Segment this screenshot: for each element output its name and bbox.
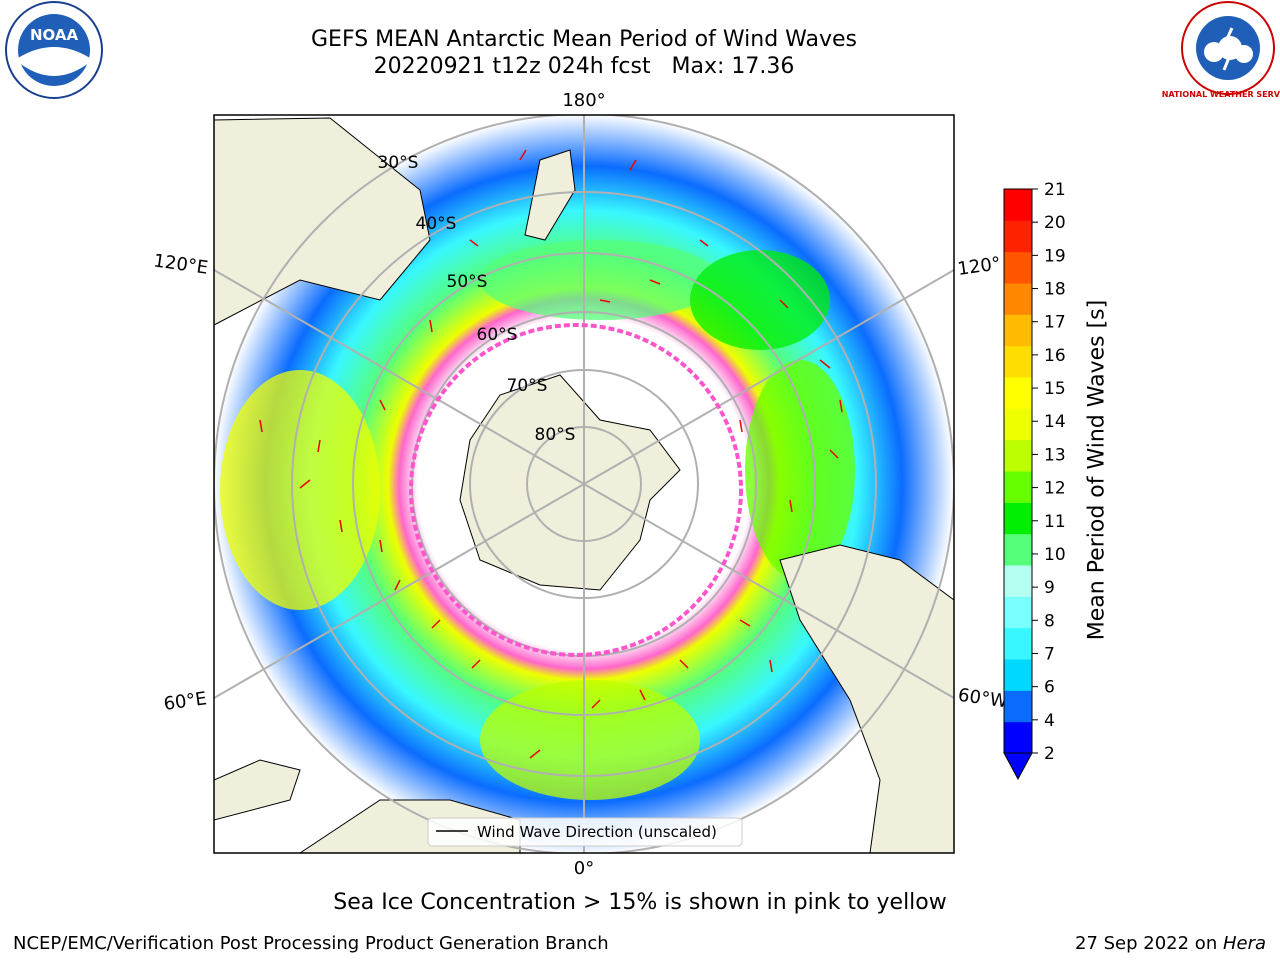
- colorbar-segment: [1004, 377, 1032, 409]
- colorbar-segment: [1004, 627, 1032, 660]
- colorbar-tick-label: 20: [1044, 213, 1066, 233]
- colorbar-tick-label: 2: [1044, 744, 1055, 764]
- colorbar-segment: [1004, 721, 1032, 754]
- colorbar-segment: [1004, 659, 1032, 691]
- sea-ice-note: Sea Ice Concentration > 15% is shown in …: [333, 890, 947, 915]
- lat-label-80s: 80°S: [535, 425, 576, 445]
- colorbar-title: Mean Period of Wind Waves [s]: [1084, 299, 1110, 641]
- map-legend: Wind Wave Direction (unscaled): [427, 817, 743, 847]
- colorbar-segment: [1004, 251, 1032, 284]
- noaa-logo: NOAA: [5, 1, 103, 99]
- lon-label-120w: 120°: [956, 253, 1002, 280]
- lat-label-60s: 60°S: [477, 325, 518, 345]
- title-line-2: 20220921 t12z 024h fcst Max: 17.36: [373, 54, 795, 79]
- colorbar-tick-label: 4: [1044, 711, 1055, 731]
- colorbar-tick-label: 13: [1044, 445, 1066, 465]
- colorbar-tick-label: 14: [1044, 412, 1066, 432]
- colorbar-extend-arrow: [1003, 752, 1033, 781]
- lat-label-40s: 40°S: [416, 214, 457, 234]
- lon-label-180: 180°: [562, 90, 605, 111]
- colorbar-tick-label: 19: [1044, 246, 1066, 266]
- noaa-logo-text: NOAA: [30, 26, 79, 44]
- footer-date: 27 Sep 2022 on Hera: [1075, 933, 1266, 954]
- colorbar-tick-label: 12: [1044, 479, 1066, 499]
- lon-label-0: 0°: [574, 858, 594, 879]
- colorbar-tick-label: 7: [1044, 644, 1055, 664]
- sea-ice-edge: [409, 323, 743, 657]
- colorbar-segment: [1004, 596, 1032, 629]
- colorbar-frame: [1003, 188, 1033, 754]
- lon-label-120e: 120°E: [152, 250, 209, 278]
- footer-date-text: 27 Sep 2022 on: [1075, 933, 1223, 954]
- colorbar: 2 4 6 7 8 9 10 11 12 13 14 15 16 17 18 19 20 21: [1003, 180, 1066, 781]
- title-line-1: GEFS MEAN Antarctic Mean Period of Wind …: [311, 27, 857, 52]
- wind-wave-arrows: [259, 149, 843, 759]
- colorbar-segment: [1004, 439, 1032, 472]
- lat-label-70s: 70°S: [507, 376, 548, 396]
- nws-logo: NATIONAL WEATHER SERVICE: [1162, 1, 1280, 99]
- colorbar-segment: [1004, 565, 1032, 597]
- lon-label-60w: 60°W: [957, 685, 1009, 713]
- colorbar-tick-label: 18: [1044, 280, 1066, 300]
- map-frame: [213, 114, 955, 854]
- colorbar-segment: [1004, 533, 1032, 566]
- colorbar-segment: [1004, 690, 1032, 723]
- colorbar-segment: [1004, 345, 1032, 378]
- colorbar-tick-label: 15: [1044, 379, 1066, 399]
- colorbar-tick-label: 10: [1044, 545, 1066, 565]
- lat-label-50s: 50°S: [447, 272, 488, 292]
- colorbar-tick-label: 17: [1044, 313, 1066, 333]
- colorbar-tick-label: 8: [1044, 611, 1055, 631]
- lat-label-30s: 30°S: [378, 153, 419, 173]
- colorbar-tick-label: 21: [1044, 180, 1066, 200]
- map-panel: 180° 0° 120°E 60°E 120° 60°W 30°S 40°S 5…: [152, 90, 1009, 879]
- colorbar-tick-label: 9: [1044, 578, 1055, 598]
- footer-machine: Hera: [1222, 933, 1266, 954]
- colorbar-segment: [1004, 314, 1032, 347]
- lon-label-60e: 60°E: [162, 688, 208, 715]
- meridians: [214, 115, 954, 853]
- nws-logo-text: NATIONAL WEATHER SERVICE: [1162, 90, 1280, 99]
- land-new-zealand: [524, 149, 576, 241]
- colorbar-segment: [1004, 502, 1032, 535]
- colorbar-segment: [1004, 283, 1032, 315]
- colorbar-tick-label: 6: [1044, 678, 1055, 698]
- colorbar-segment: [1004, 471, 1032, 503]
- colorbar-segment: [1004, 220, 1032, 253]
- colorbar-segment: [1004, 408, 1032, 441]
- land-antarctica: [459, 374, 681, 591]
- colorbar-tick-label: 11: [1044, 512, 1066, 532]
- legend-label: Wind Wave Direction (unscaled): [477, 823, 717, 841]
- colorbar-tick-label: 16: [1044, 346, 1066, 366]
- colorbar-segment: [1004, 189, 1032, 221]
- footer-credit: NCEP/EMC/Verification Post Processing Pr…: [13, 933, 609, 954]
